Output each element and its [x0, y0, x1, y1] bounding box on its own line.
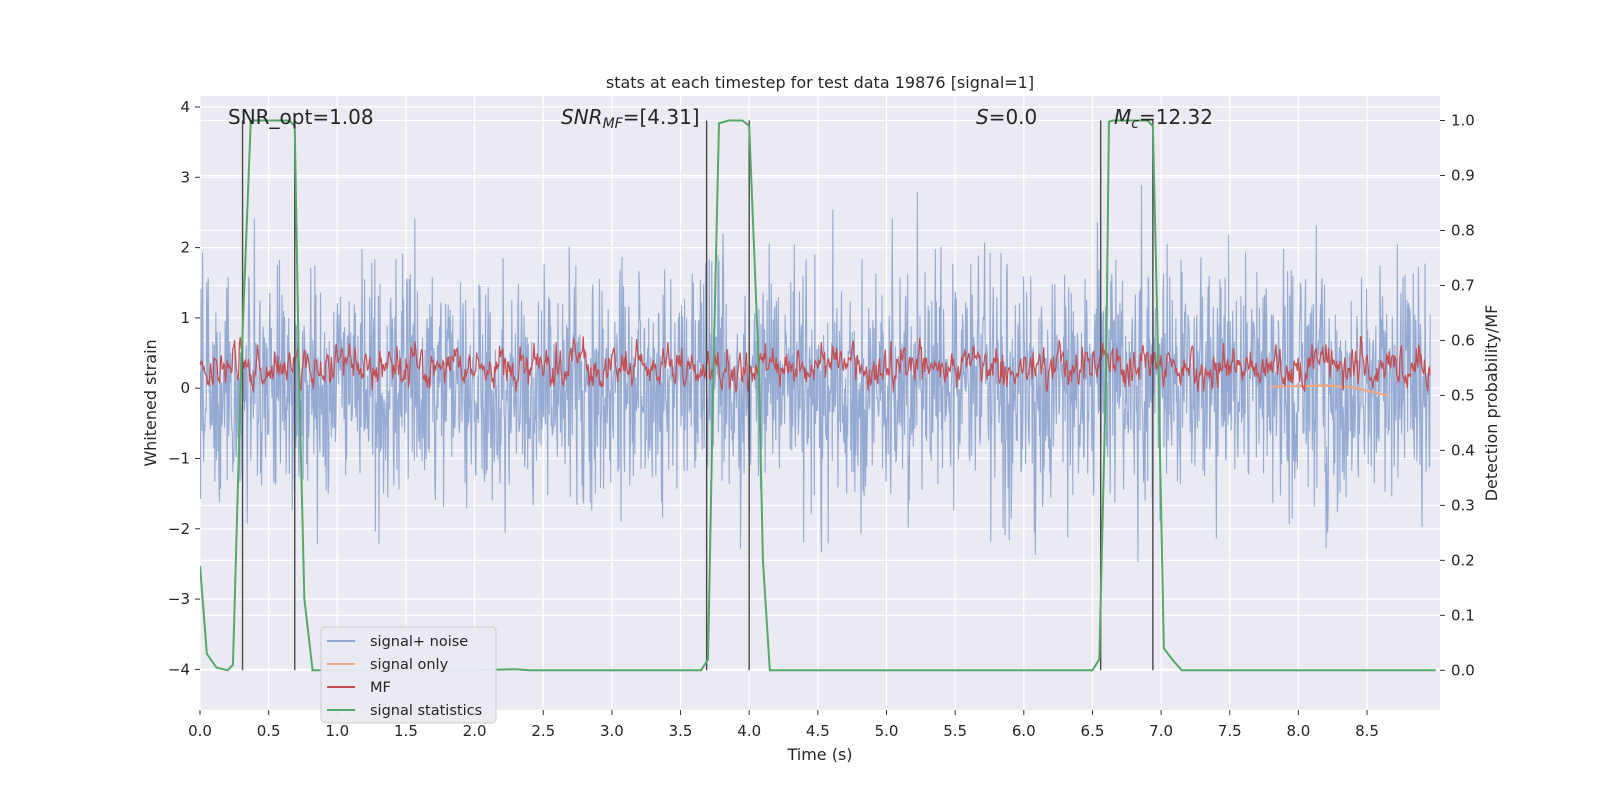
legend-label-2: MF — [370, 680, 391, 696]
series-line-signal-only — [1270, 384, 1388, 397]
series-line-signal-noise — [200, 184, 1431, 563]
chart-title: stats at each timestep for test data 198… — [606, 73, 1034, 92]
y2-tick-label-10: 0.0 — [1451, 661, 1475, 679]
series-signal-only — [1270, 384, 1388, 397]
x-tick-label-11: 5.5 — [943, 722, 967, 740]
x-tick-label-2: 1.0 — [325, 722, 349, 740]
y2-tick-label-4: 0.6 — [1451, 331, 1475, 349]
event-lines — [241, 120, 1154, 671]
x-tick-label-16: 8.0 — [1286, 722, 1310, 740]
x-tick-label-0: 0.0 — [188, 722, 212, 740]
x-tick-label-13: 6.5 — [1081, 722, 1105, 740]
y2-axis-ticks: 1.0 0.9 0.8 0.7 0.6 0.5 0.4 0.3 0.2 0.1 0.0 — [1440, 112, 1475, 679]
x-tick-label-7: 3.5 — [669, 722, 693, 740]
y-axis-label: Whitened strain — [141, 339, 160, 466]
y-tick-label-4: 0 — [180, 379, 190, 397]
x-tick-label-12: 6.0 — [1012, 722, 1036, 740]
x-axis-ticks: 0.0 0.5 1.0 1.5 2.0 2.5 3.0 3.5 4.0 4.5 5.0 5.5 6.0 6… — [188, 710, 1379, 740]
y2-axis-label: Detection probability/MF — [1482, 305, 1501, 502]
x-tick-label-6: 3.0 — [600, 722, 624, 740]
series-signal-noise — [200, 184, 1431, 563]
x-tick-label-14: 7.0 — [1149, 722, 1173, 740]
y-tick-label-2: 2 — [180, 239, 190, 257]
x-tick-label-17: 8.5 — [1355, 722, 1379, 740]
y2-tick-label-7: 0.3 — [1451, 496, 1475, 514]
x-tick-label-3: 1.5 — [394, 722, 418, 740]
y2-tick-label-2: 0.8 — [1451, 221, 1475, 239]
x-axis-label: Time (s) — [786, 745, 852, 764]
y-tick-label-6: −2 — [168, 520, 190, 538]
x-tick-label-10: 5.0 — [875, 722, 899, 740]
legend-label-1: signal only — [370, 657, 449, 673]
x-tick-label-9: 4.5 — [806, 722, 830, 740]
annotations: SNR_opt=1.08 SNRMF=[4.31] S=0.0 Mc=12.32 — [228, 105, 1213, 132]
y-axis-ticks: 4 3 2 1 0 −1 −2 −3 −4 — [168, 98, 200, 678]
x-tick-label-4: 2.0 — [463, 722, 487, 740]
x-tick-label-1: 0.5 — [257, 722, 281, 740]
y2-tick-label-6: 0.4 — [1451, 441, 1475, 459]
x-tick-label-5: 2.5 — [531, 722, 555, 740]
x-tick-label-15: 7.5 — [1218, 722, 1242, 740]
legend-frame — [320, 626, 497, 724]
annotation-snr-mf: SNRMF=[4.31] — [561, 105, 700, 132]
y-tick-label-5: −1 — [168, 450, 190, 468]
y-tick-label-8: −4 — [168, 660, 190, 678]
y2-tick-label-3: 0.7 — [1451, 276, 1475, 294]
annotation-snr-opt: SNR_opt=1.08 — [228, 105, 374, 129]
legend-label-0: signal+ noise — [370, 634, 468, 650]
y-tick-label-3: 1 — [180, 309, 190, 327]
y2-tick-label-9: 0.1 — [1451, 606, 1475, 624]
legend-label-3: signal statistics — [370, 703, 482, 719]
x-tick-label-8: 4.0 — [737, 722, 761, 740]
annotation-s: S=0.0 — [976, 105, 1037, 129]
series-line-signal-statistics — [200, 119, 1436, 672]
y2-tick-label-5: 0.5 — [1451, 386, 1475, 404]
y-tick-label-0: 4 — [180, 98, 190, 116]
y2-tick-label-0: 1.0 — [1451, 112, 1475, 130]
y2-tick-label-1: 0.9 — [1451, 166, 1475, 184]
y-tick-label-7: −3 — [168, 590, 190, 608]
series-signal-statistics — [200, 119, 1436, 672]
y2-tick-label-8: 0.2 — [1451, 551, 1475, 569]
legend: signal+ noise signal only MF signal statist… — [320, 626, 497, 724]
y-tick-label-1: 3 — [180, 168, 190, 186]
annotation-mc: Mc=12.32 — [1114, 105, 1213, 132]
series-mf — [200, 336, 1431, 392]
series-line-mf — [200, 336, 1431, 392]
